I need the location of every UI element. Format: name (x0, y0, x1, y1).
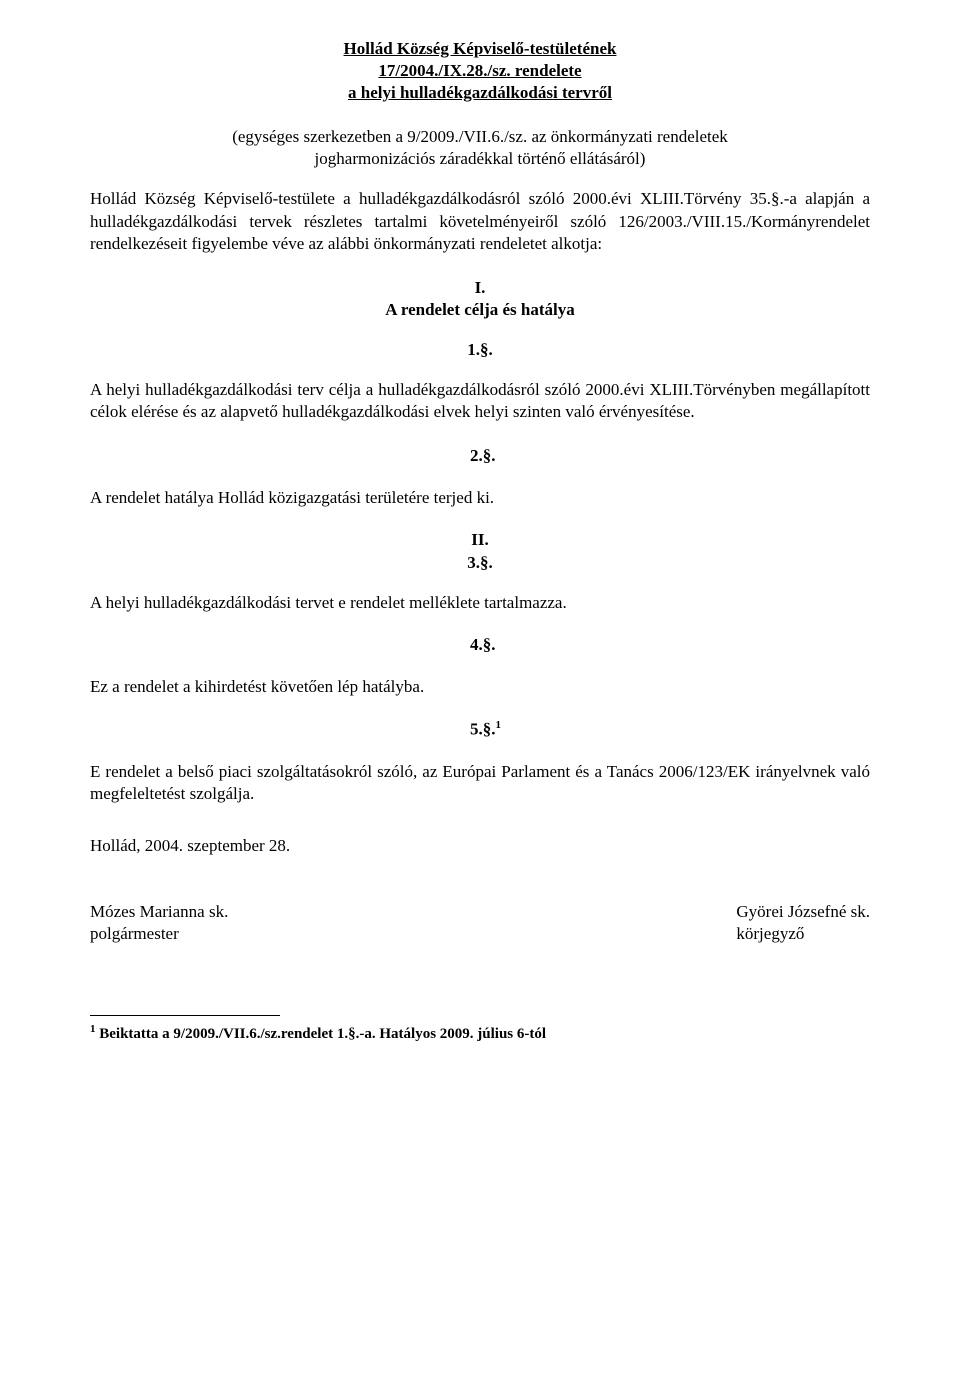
footnote: 1 Beiktatta a 9/2009./VII.6./sz.rendelet… (90, 1022, 870, 1045)
title-line-2: 17/2004./IX.28./sz. rendelete (90, 60, 870, 82)
footnote-rule (90, 1015, 280, 1016)
signature-right: Györei Józsefné sk. körjegyző (736, 901, 870, 945)
paragraph-2: A rendelet hatálya Hollád közigazgatási … (90, 487, 870, 509)
paragraph-3: A helyi hulladékgazdálkodási tervet e re… (90, 592, 870, 614)
section-II-label: II. (90, 529, 870, 551)
section-5-number: 5.§.1 (90, 718, 870, 741)
footnote-text: Beiktatta a 9/2009./VII.6./sz.rendelet 1… (96, 1026, 547, 1042)
section-2-number: 2.§. (90, 445, 870, 467)
section-I-title: A rendelet célja és hatálya (90, 299, 870, 321)
subtitle-block: (egységes szerkezetben a 9/2009./VII.6./… (90, 126, 870, 170)
section-1-number: 1.§. (90, 339, 870, 361)
title-line-3: a helyi hulladékgazdálkodási tervről (90, 82, 870, 104)
paragraph-4: Ez a rendelet a kihirdetést követően lép… (90, 676, 870, 698)
section-I-heading: I. A rendelet célja és hatálya (90, 277, 870, 321)
section-3-number: 3.§. (90, 552, 870, 574)
signature-left: Mózes Marianna sk. polgármester (90, 901, 228, 945)
title-line-1: Hollád Község Képviselő-testületének (90, 38, 870, 60)
signature-left-name: Mózes Marianna sk. (90, 901, 228, 923)
paragraph-1: A helyi hulladékgazdálkodási terv célja … (90, 379, 870, 423)
paragraph-5: E rendelet a belső piaci szolgáltatásokr… (90, 761, 870, 805)
subtitle-line-1: (egységes szerkezetben a 9/2009./VII.6./… (90, 126, 870, 148)
dateline: Hollád, 2004. szeptember 28. (90, 835, 870, 857)
signatures-row: Mózes Marianna sk. polgármester Györei J… (90, 901, 870, 945)
intro-paragraph: Hollád Község Képviselő-testülete a hull… (90, 188, 870, 254)
subtitle-line-2: jogharmonizációs záradékkal történő ellá… (90, 148, 870, 170)
section-5-prefix: 5.§. (470, 720, 496, 739)
document-title-block: Hollád Község Képviselő-testületének 17/… (90, 38, 870, 104)
section-5-sup: 1 (496, 719, 502, 731)
signature-right-name: Györei Józsefné sk. (736, 901, 870, 923)
signature-right-title: körjegyző (736, 923, 870, 945)
signature-left-title: polgármester (90, 923, 228, 945)
section-II-heading: II. 3.§. (90, 529, 870, 573)
section-I-label: I. (90, 277, 870, 299)
section-4-number: 4.§. (90, 634, 870, 656)
